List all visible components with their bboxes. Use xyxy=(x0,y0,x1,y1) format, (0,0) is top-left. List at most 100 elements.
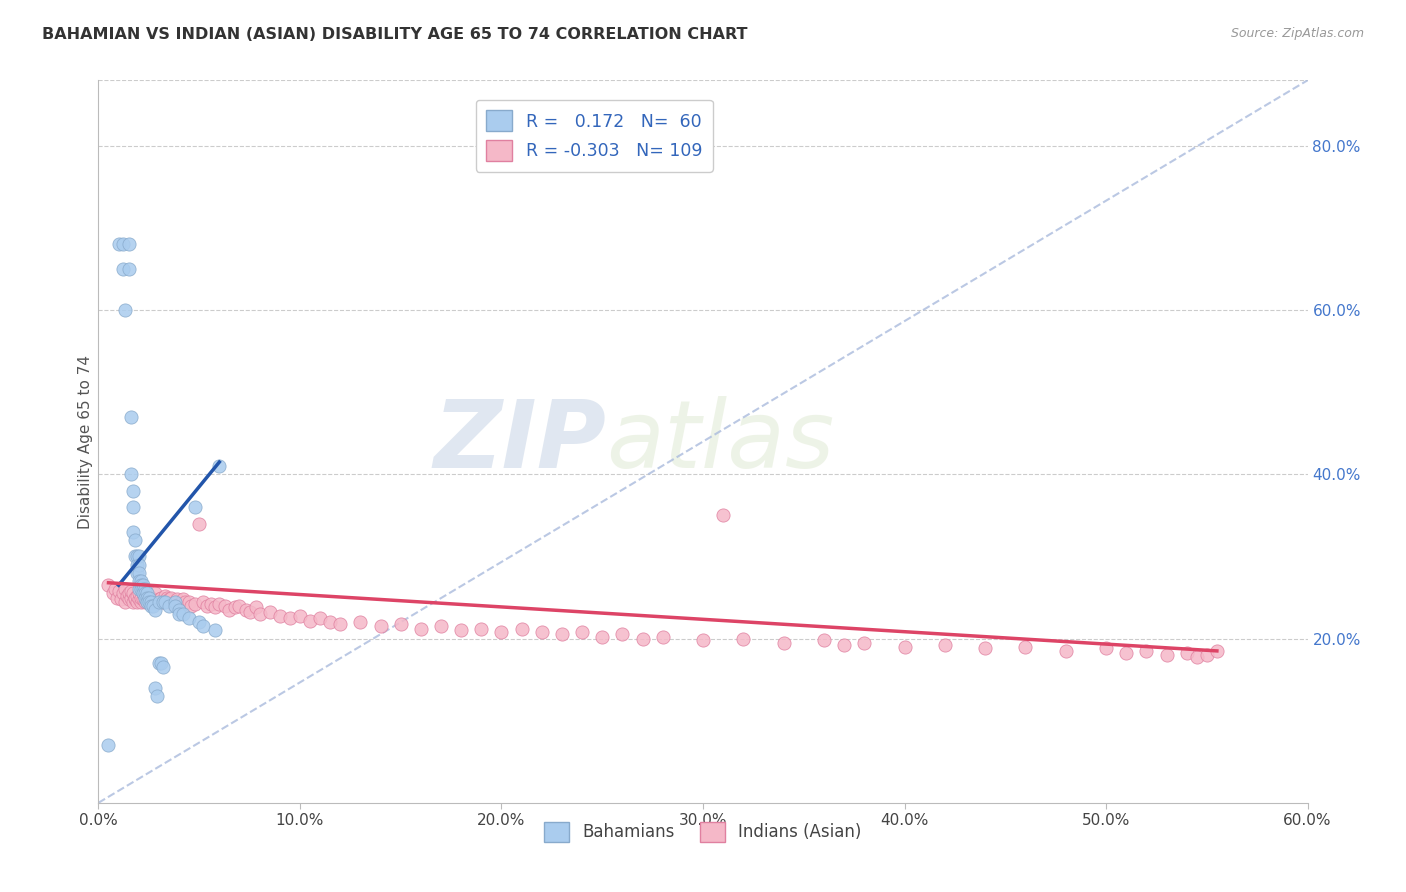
Point xyxy=(832,638,855,652)
Point xyxy=(184,597,207,611)
Point xyxy=(120,591,142,605)
Point xyxy=(118,592,141,607)
Point xyxy=(1135,644,1157,658)
Point xyxy=(134,591,156,605)
Point xyxy=(128,558,150,572)
Point xyxy=(259,605,281,619)
Point xyxy=(139,594,162,608)
Point xyxy=(157,599,180,613)
Point xyxy=(893,640,915,654)
Point xyxy=(208,597,231,611)
Point xyxy=(329,616,352,631)
Point xyxy=(162,597,184,611)
Point xyxy=(97,739,120,753)
Point xyxy=(172,592,194,607)
Point xyxy=(172,607,194,621)
Point xyxy=(134,586,156,600)
Point xyxy=(1095,641,1118,656)
Point xyxy=(101,586,124,600)
Point xyxy=(129,582,152,597)
Point xyxy=(156,591,179,605)
Point xyxy=(174,594,197,608)
Point xyxy=(934,638,956,652)
Point xyxy=(208,459,231,474)
Point xyxy=(184,500,207,515)
Point xyxy=(153,589,176,603)
Point xyxy=(218,603,240,617)
Point xyxy=(124,591,146,605)
Point xyxy=(813,633,835,648)
Point xyxy=(132,586,155,600)
Point xyxy=(214,599,236,613)
Point xyxy=(148,592,170,607)
Point xyxy=(134,591,156,605)
Point xyxy=(129,578,152,592)
Point xyxy=(118,262,141,277)
Point xyxy=(409,622,432,636)
Point xyxy=(129,591,152,605)
Point xyxy=(193,619,215,633)
Point xyxy=(157,592,180,607)
Point xyxy=(125,589,148,603)
Point xyxy=(228,599,250,613)
Point xyxy=(163,594,186,608)
Point xyxy=(612,627,634,641)
Point xyxy=(167,607,190,621)
Text: BAHAMIAN VS INDIAN (ASIAN) DISABILITY AGE 65 TO 74 CORRELATION CHART: BAHAMIAN VS INDIAN (ASIAN) DISABILITY AG… xyxy=(42,27,748,42)
Point xyxy=(148,594,170,608)
Point xyxy=(349,615,371,630)
Point xyxy=(148,657,170,671)
Point xyxy=(118,237,141,252)
Point xyxy=(166,592,188,607)
Point xyxy=(239,605,262,619)
Point xyxy=(125,558,148,572)
Point xyxy=(143,681,166,695)
Point xyxy=(530,625,553,640)
Point xyxy=(299,614,322,628)
Text: ZIP: ZIP xyxy=(433,395,606,488)
Point xyxy=(631,632,654,646)
Point xyxy=(125,549,148,564)
Point xyxy=(120,467,142,482)
Point xyxy=(114,582,136,597)
Point xyxy=(188,516,211,531)
Point xyxy=(138,591,160,605)
Point xyxy=(153,594,176,608)
Point xyxy=(200,597,222,611)
Point xyxy=(167,597,190,611)
Point xyxy=(571,625,593,640)
Point xyxy=(135,594,157,608)
Point xyxy=(128,566,150,580)
Point xyxy=(124,592,146,607)
Point xyxy=(134,582,156,597)
Point xyxy=(235,603,257,617)
Point xyxy=(146,689,169,703)
Point xyxy=(114,303,136,318)
Point xyxy=(224,600,246,615)
Point xyxy=(139,599,162,613)
Point xyxy=(389,616,412,631)
Point xyxy=(1206,644,1229,658)
Point xyxy=(1115,646,1137,660)
Point xyxy=(135,591,157,605)
Point xyxy=(149,591,172,605)
Point xyxy=(124,533,146,547)
Point xyxy=(651,630,673,644)
Point xyxy=(278,611,301,625)
Point xyxy=(118,586,141,600)
Point xyxy=(135,594,157,608)
Point xyxy=(132,592,155,607)
Point xyxy=(772,636,794,650)
Point xyxy=(204,624,226,638)
Point xyxy=(1175,646,1198,660)
Point xyxy=(1054,644,1077,658)
Point xyxy=(138,592,160,607)
Point xyxy=(121,586,143,600)
Point xyxy=(128,582,150,597)
Point xyxy=(111,237,134,252)
Point xyxy=(138,589,160,603)
Point xyxy=(146,594,169,608)
Point xyxy=(167,603,190,617)
Point xyxy=(120,584,142,599)
Point xyxy=(179,611,201,625)
